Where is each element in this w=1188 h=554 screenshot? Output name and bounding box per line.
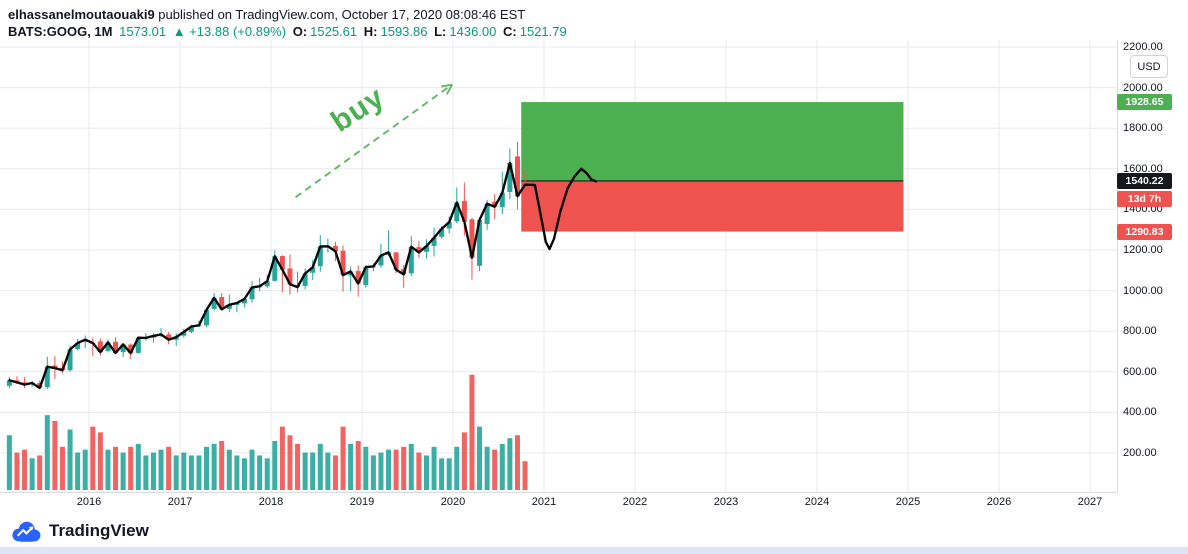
symbol-interval: BATS:GOOG, 1M bbox=[8, 24, 113, 39]
price-tick-label: 1600.00 bbox=[1123, 162, 1163, 175]
price-tick-label: 800.00 bbox=[1123, 325, 1157, 338]
year-label: 2022 bbox=[622, 496, 648, 508]
candles-layer bbox=[6, 141, 528, 390]
price-tick-label: 600.00 bbox=[1123, 365, 1157, 378]
low-label: L: bbox=[434, 24, 447, 39]
tradingview-logo-text: TradingView bbox=[49, 521, 149, 540]
last-price: 1573.01 bbox=[119, 24, 167, 39]
year-label: 2018 bbox=[258, 496, 284, 508]
year-label: 2027 bbox=[1077, 496, 1103, 508]
price-axis[interactable]: USD 1928.65 1540.22 13d 7h 1290.83 2200.… bbox=[1117, 0, 1188, 554]
volume-layer bbox=[6, 374, 528, 490]
year-label: 2026 bbox=[986, 496, 1012, 508]
year-label: 2025 bbox=[895, 496, 921, 508]
publish-info-line: elhassanelmoutaouaki9 published on Tradi… bbox=[8, 6, 570, 23]
price-tick-label: 400.00 bbox=[1123, 406, 1157, 419]
year-label: 2017 bbox=[167, 496, 193, 508]
high-label: H: bbox=[363, 24, 378, 39]
open-label: O: bbox=[292, 24, 308, 39]
long-position-box bbox=[521, 102, 904, 232]
tag-countdown: 13d 7h bbox=[1117, 190, 1172, 207]
year-label: 2021 bbox=[531, 496, 557, 508]
tradingview-cloud-icon bbox=[12, 521, 41, 542]
published-text: published on TradingView.com, October 17… bbox=[158, 7, 526, 22]
time-axis[interactable]: 2016 2017 2018 2019 2020 2021 2022 2023 2024 2025… bbox=[0, 494, 1117, 512]
price-tick-label: 2200.00 bbox=[1123, 41, 1163, 53]
year-label: 2020 bbox=[440, 496, 466, 508]
horizontal-scrollbar[interactable] bbox=[0, 547, 1188, 554]
year-label: 2019 bbox=[349, 496, 375, 508]
tag-entry: 1540.22 bbox=[1117, 172, 1172, 189]
price-change: ▲ +13.88 (+0.89%) bbox=[172, 24, 287, 39]
close-value: 1521.79 bbox=[519, 24, 567, 39]
year-label: 2023 bbox=[713, 496, 739, 508]
price-tick-label: 200.00 bbox=[1123, 447, 1157, 459]
low-value: 1436.00 bbox=[449, 24, 497, 39]
author-name: elhassanelmoutaouaki9 bbox=[8, 7, 155, 22]
symbol-info-line: BATS:GOOG, 1M 1573.01 ▲ +13.88 (+0.89%) … bbox=[8, 23, 570, 40]
year-label: 2024 bbox=[804, 496, 830, 508]
buy-arrow bbox=[294, 83, 453, 199]
trend-line bbox=[8, 161, 598, 390]
year-label: 2016 bbox=[76, 496, 102, 508]
price-tick-label: 1200.00 bbox=[1123, 244, 1163, 256]
header: elhassanelmoutaouaki9 published on Tradi… bbox=[8, 6, 570, 40]
tradingview-logo[interactable]: TradingView bbox=[10, 519, 149, 543]
price-tick-label: 1800.00 bbox=[1123, 122, 1163, 135]
close-label: C: bbox=[503, 24, 517, 39]
high-value: 1593.86 bbox=[380, 24, 428, 39]
open-value: 1525.61 bbox=[310, 24, 358, 39]
tag-target: 1928.65 bbox=[1117, 94, 1172, 111]
tag-stop: 1290.83 bbox=[1117, 223, 1172, 240]
currency-button[interactable]: USD bbox=[1130, 55, 1168, 78]
price-tick-label: 1000.00 bbox=[1123, 284, 1163, 297]
price-tick-label: 2000.00 bbox=[1123, 81, 1163, 94]
